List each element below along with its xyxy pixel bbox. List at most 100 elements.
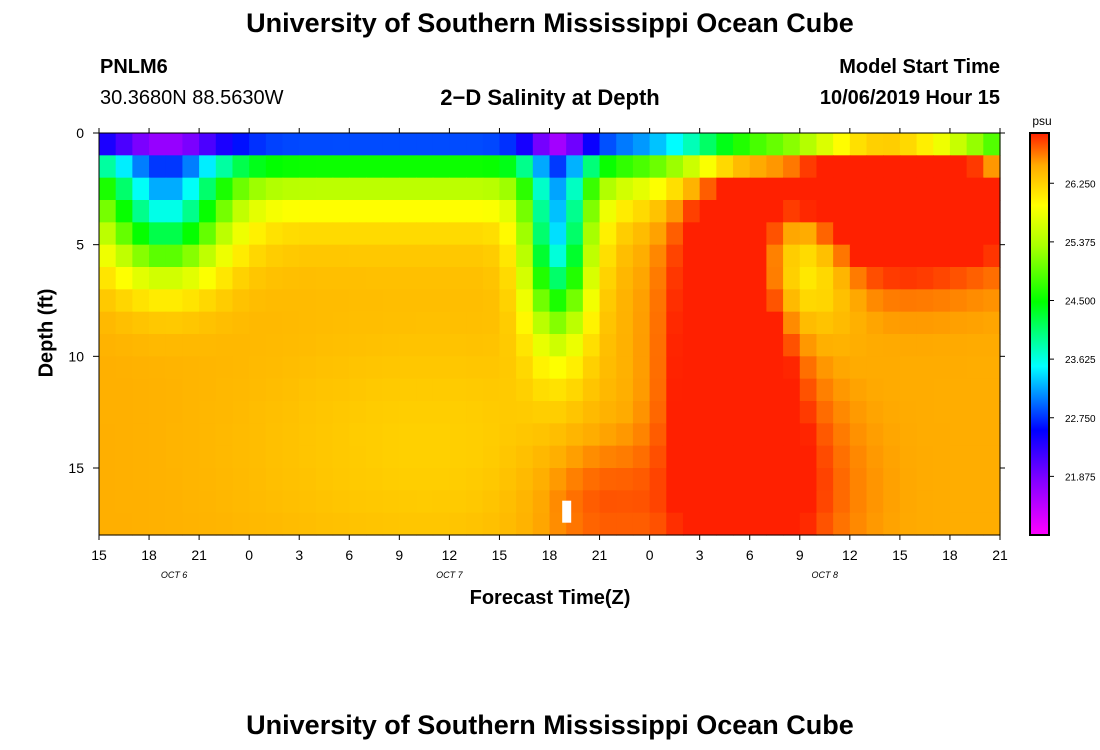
heatmap-cell [616, 267, 634, 290]
heatmap-cell [499, 423, 517, 447]
heatmap-cell [799, 356, 818, 380]
heatmap-cell [799, 378, 818, 402]
heatmap-cell [883, 267, 901, 290]
heatmap-cell [599, 311, 617, 335]
heatmap-cell [516, 133, 534, 156]
heatmap-cell [716, 177, 734, 201]
heatmap-cell [682, 378, 701, 402]
heatmap-cell [682, 334, 701, 357]
heatmap-cell [299, 222, 317, 246]
colorbar-tick-label: 24.500 [1065, 297, 1096, 308]
heatmap-cell [132, 177, 150, 201]
heatmap-cell [349, 289, 367, 313]
heatmap-cell [182, 423, 200, 447]
heatmap-cell [315, 177, 334, 201]
heatmap-cell [666, 445, 684, 469]
heatmap-cell [416, 289, 434, 313]
heatmap-cell [382, 356, 400, 380]
heatmap-cell [332, 289, 350, 313]
heatmap-cell [883, 356, 901, 380]
heatmap-cell [315, 423, 334, 447]
heatmap-cell [132, 222, 150, 246]
heatmap-cell [849, 267, 868, 290]
heatmap-cell [499, 133, 517, 156]
heatmap-cell [816, 445, 834, 469]
heatmap-cell [249, 468, 267, 491]
heatmap-cell [916, 445, 934, 469]
heatmap-cell [449, 311, 467, 335]
heatmap-cell [966, 244, 984, 268]
heatmap-cell [816, 222, 834, 246]
heatmap-cell [716, 401, 734, 424]
heatmap-cell [99, 155, 117, 179]
heatmap-cell [682, 289, 701, 313]
heatmap-cell [516, 490, 534, 514]
heatmap-cell [249, 244, 267, 268]
heatmap-cell [499, 378, 517, 402]
heatmap-cell [549, 378, 567, 402]
heatmap-cell [282, 468, 300, 491]
heatmap-cell [566, 289, 584, 313]
heatmap-cell [682, 311, 701, 335]
heatmap-cell [516, 200, 534, 223]
heatmap-cell [182, 177, 200, 201]
heatmap-cell [582, 244, 601, 268]
heatmap-cell [799, 401, 818, 424]
heatmap-cell [132, 445, 150, 469]
heatmap-cell [449, 378, 467, 402]
heatmap-cell [566, 423, 584, 447]
heatmap-cell [682, 155, 701, 179]
heatmap-cell [816, 423, 834, 447]
heatmap-cell [883, 423, 901, 447]
heatmap-cell [599, 133, 617, 156]
heatmap-cell [382, 177, 400, 201]
heatmap-cell [399, 445, 417, 469]
heatmap-cell [299, 177, 317, 201]
heatmap-cell [616, 222, 634, 246]
heatmap-cell [199, 401, 217, 424]
heatmap-cell [165, 267, 184, 290]
heatmap-cell [649, 490, 667, 514]
heatmap-cell [532, 468, 551, 491]
heatmap-cell [299, 155, 317, 179]
heatmap-cell [299, 200, 317, 223]
heatmap-cell [949, 222, 968, 246]
heatmap-cell [482, 311, 501, 335]
heatmap-cell [649, 311, 667, 335]
heatmap-cell [783, 289, 801, 313]
heatmap-cell [616, 401, 634, 424]
heatmap-cell [516, 378, 534, 402]
heatmap-cell [582, 155, 601, 179]
heatmap-cell [249, 222, 267, 246]
heatmap-cell [866, 512, 884, 536]
heatmap-cell [466, 423, 484, 447]
heatmap-cell [349, 512, 367, 536]
model-start-value: 10/06/2019 Hour 15 [819, 87, 1000, 109]
heatmap-cell [699, 423, 717, 447]
heatmap-cell [866, 468, 884, 491]
heatmap-cell [282, 356, 300, 380]
heatmap-cell [816, 356, 834, 380]
heatmap-cell [299, 401, 317, 424]
heatmap-cell [649, 423, 667, 447]
heatmap-cell [249, 445, 267, 469]
heatmap-cell [983, 378, 1001, 402]
heatmap-cell [382, 401, 400, 424]
heatmap-cell [365, 401, 384, 424]
heatmap-cell [265, 468, 284, 491]
heatmap-cell [783, 177, 801, 201]
heatmap-cell [699, 490, 717, 514]
heatmap-cell [466, 512, 484, 536]
heatmap-cell [466, 334, 484, 357]
heatmap-cell [232, 267, 250, 290]
heatmap-cell [933, 512, 951, 536]
heatmap-cell [849, 512, 868, 536]
heatmap-cell [566, 133, 584, 156]
heatmap-cell [949, 155, 968, 179]
heatmap-cell [315, 356, 334, 380]
heatmap-cell [899, 423, 918, 447]
heatmap-cell [299, 289, 317, 313]
heatmap-cell [349, 401, 367, 424]
heatmap-cell [966, 267, 984, 290]
